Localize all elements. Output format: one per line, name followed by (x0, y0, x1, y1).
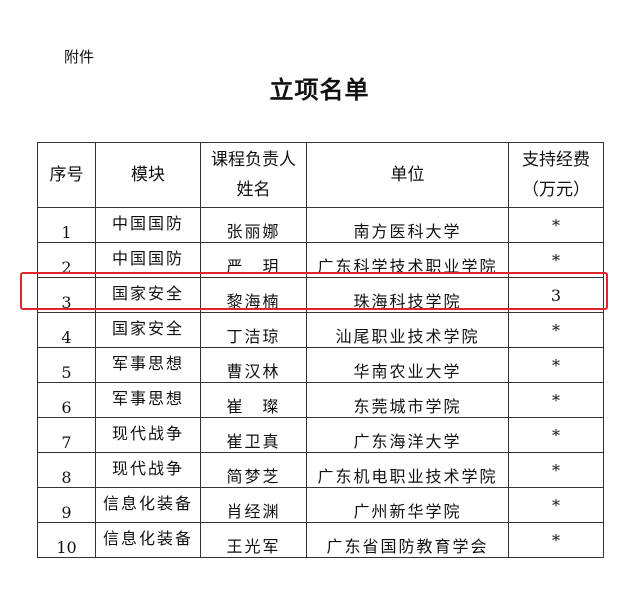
cell-no: 9 (37, 487, 96, 523)
cell-org: 东莞城市学院 (306, 382, 509, 418)
cell-fund: * (508, 382, 604, 418)
header-org: 单位 (306, 142, 509, 208)
cell-module: 国家安全 (95, 277, 201, 313)
cell-fund: 3 (508, 277, 604, 313)
cell-module: 军事思想 (95, 382, 201, 418)
table-header-row: 序号 模块 课程负责人姓名 单位 支持经费 （万元） (37, 142, 604, 208)
cell-fund: * (508, 312, 604, 348)
cell-org: 汕尾职业技术学院 (306, 312, 509, 348)
cell-org: 南方医科大学 (306, 207, 509, 243)
cell-org: 华南农业大学 (306, 347, 509, 383)
cell-fund: * (508, 452, 604, 488)
header-fund-line2: （万元） (522, 180, 590, 200)
cell-no: 1 (37, 207, 96, 243)
cell-no: 8 (37, 452, 96, 488)
table-row: 10 信息化装备 王光军 广东省国防教育学会 * (37, 522, 604, 558)
table-row: 9 信息化装备 肖经渊 广州新华学院 * (37, 487, 604, 523)
header-name: 课程负责人 姓名 (200, 142, 307, 208)
table-row: 4 国家安全 丁洁琼 汕尾职业技术学院 * (37, 312, 604, 348)
header-name-line1: 课程负责人 (211, 150, 296, 170)
document-title: 立项名单 (269, 75, 370, 104)
cell-org: 广东海洋大学 (306, 417, 509, 453)
header-no: 序号 (37, 142, 96, 208)
cell-module: 国家安全 (95, 312, 201, 348)
cell-name: 丁洁琼 (200, 312, 307, 348)
cell-module: 信息化装备 (95, 522, 201, 558)
cell-no: 4 (37, 312, 96, 348)
cell-no: 3 (37, 277, 96, 313)
cell-fund: * (508, 522, 604, 558)
cell-no: 7 (37, 417, 96, 453)
cell-no: 6 (37, 382, 96, 418)
cell-fund: * (508, 207, 604, 243)
cell-module: 信息化装备 (95, 487, 201, 523)
cell-name: 肖经渊 (200, 487, 307, 523)
table-row: 8 现代战争 简梦芝 广东机电职业技术学院 * (37, 452, 604, 488)
cell-module: 中国国防 (95, 207, 201, 243)
cell-name: 简梦芝 (200, 452, 307, 488)
cell-org: 广州新华学院 (306, 487, 509, 523)
table-row: 7 现代战争 崔卫真 广东海洋大学 * (37, 417, 604, 453)
highlight-box (20, 272, 608, 310)
table-row: 1 中国国防 张丽娜 南方医科大学 * (37, 207, 604, 243)
cell-module: 现代战争 (95, 417, 201, 453)
cell-no: 5 (37, 347, 96, 383)
cell-name: 张丽娜 (200, 207, 307, 243)
cell-no: 10 (37, 522, 96, 558)
table-row: 6 军事思想崔 璨东莞城市学院 * (37, 382, 604, 418)
cell-name: 王光军 (200, 522, 307, 558)
project-list-table: 序号 模块 课程负责人姓名 单位 支持经费 （万元） 1 中国国防 张丽娜 南方医科大学… (37, 142, 604, 558)
cell-name: 曹汉林 (200, 347, 307, 383)
cell-name: 崔 璨 (200, 382, 307, 418)
cell-name: 崔卫真 (200, 417, 307, 453)
table-row: 5 军事思想 曹汉林 华南农业大学 * (37, 347, 604, 383)
cell-fund: * (508, 417, 604, 453)
cell-module: 军事思想 (95, 347, 201, 383)
header-name-line2: 姓名 (236, 180, 271, 200)
cell-org: 广东机电职业技术学院 (306, 452, 509, 488)
cell-fund: * (508, 347, 604, 383)
cell-org: 广东省国防教育学会 (306, 522, 509, 558)
attachment-label: 附件 (64, 48, 95, 66)
cell-fund: * (508, 487, 604, 523)
header-fund: 支持经费 （万元） (508, 142, 604, 208)
header-module: 模块 (95, 142, 201, 208)
cell-module: 现代战争 (95, 452, 201, 488)
header-fund-line1: 支持经费 (522, 150, 590, 170)
